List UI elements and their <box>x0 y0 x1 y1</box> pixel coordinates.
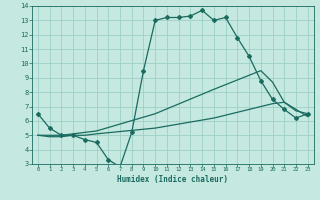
X-axis label: Humidex (Indice chaleur): Humidex (Indice chaleur) <box>117 175 228 184</box>
